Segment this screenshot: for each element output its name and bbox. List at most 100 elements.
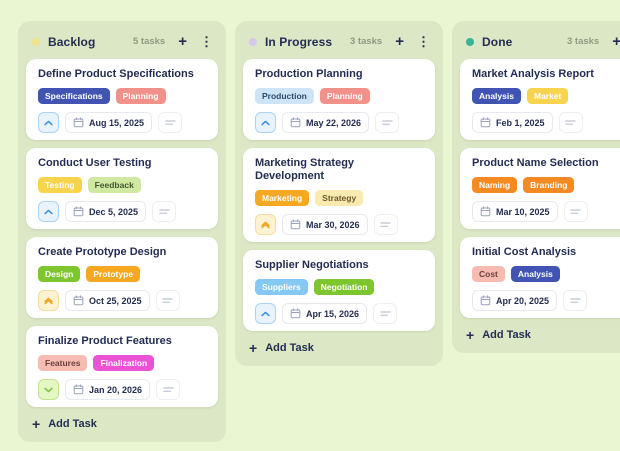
card-title: Marketing Strategy Development [255,157,355,182]
column-task-count: 3 tasks [567,36,600,47]
tag-chip: Negotiation [313,279,375,295]
tag-chip: Design [38,266,81,282]
tag-chip: Prototype [86,266,141,282]
chevron-up-icon [44,297,53,302]
description-button[interactable] [152,201,177,222]
tag-chip: Strategy [315,190,364,206]
task-card[interactable]: Supplier Negotiations Suppliers Negotiati… [243,250,435,331]
due-date-label: May 22, 2026 [306,117,362,128]
tag-chip: Finalization [93,355,155,371]
plus-icon: + [466,327,475,343]
card-meta-row: Aug 15, 2025 [38,112,206,133]
add-card-button[interactable]: + [612,34,620,49]
card-list: Market Analysis Report Analysis Market Fe… [460,59,620,318]
due-date-chip[interactable]: Oct 25, 2025 [65,290,150,311]
status-dot-icon [466,37,474,46]
due-date-chip[interactable]: Aug 15, 2025 [65,112,153,133]
tag-chip: Marketing [255,190,310,206]
due-date-chip[interactable]: Mar 10, 2025 [472,201,558,222]
description-lines-icon [162,387,174,393]
priority-button[interactable] [38,112,59,133]
due-date-chip[interactable]: Apr 15, 2026 [282,303,368,324]
priority-button[interactable] [255,214,276,235]
add-task-button[interactable]: + Add Task [26,407,218,434]
description-button[interactable] [375,112,400,133]
task-card[interactable]: Finalize Product Features Features Finali… [26,326,218,407]
description-button[interactable] [373,214,398,235]
description-button[interactable] [156,379,181,400]
column-task-count: 5 tasks [133,36,166,47]
description-button[interactable] [158,112,183,133]
column-menu-button[interactable]: ⋮ [200,35,213,48]
column-title: Backlog [48,34,96,49]
card-meta-row: Feb 1, 2025 [472,112,620,133]
add-task-label: Add Task [48,418,97,430]
priority-button[interactable] [255,112,276,133]
due-date-chip[interactable]: Apr 20, 2025 [472,290,558,311]
description-button[interactable] [558,112,583,133]
description-lines-icon [380,222,391,228]
plus-icon: + [395,33,404,50]
add-card-button[interactable]: + [395,34,404,49]
priority-button[interactable] [255,303,276,324]
tag-list: Features Finalization [38,355,206,371]
description-button[interactable] [563,290,588,311]
task-card[interactable]: Conduct User Testing Testing Feedback Dec… [26,148,218,229]
description-button[interactable] [563,201,588,222]
column-header: Backlog 5 tasks + ⋮ [26,29,218,59]
due-date-label: Jan 20, 2026 [89,384,143,395]
priority-button[interactable] [38,379,59,400]
tag-chip: Analysis [510,266,560,282]
description-lines-icon [158,209,170,215]
column-header: Done 3 tasks + ⋮ [460,29,620,59]
due-date-chip[interactable]: Dec 5, 2025 [65,201,147,222]
due-date-chip[interactable]: May 22, 2026 [282,112,370,133]
card-meta-row: May 22, 2026 [255,112,423,133]
chevron-up-icon [261,311,270,316]
due-date-label: Aug 15, 2025 [89,117,145,128]
task-card[interactable]: Product Name Selection Naming Branding Ma… [460,148,620,229]
card-title: Define Product Specifications [38,68,194,80]
tag-list: Cost Analysis [472,266,620,282]
description-button[interactable] [155,290,180,311]
due-date-chip[interactable]: Jan 20, 2026 [65,379,151,400]
task-card[interactable]: Market Analysis Report Analysis Market Fe… [460,59,620,140]
card-title: Supplier Negotiations [255,259,369,271]
calendar-icon [73,117,84,128]
add-task-label: Add Task [482,329,531,341]
add-task-button[interactable]: + Add Task [460,318,620,345]
task-card[interactable]: Initial Cost Analysis Cost Analysis Apr 2… [460,237,620,318]
calendar-icon [290,308,301,319]
card-title: Conduct User Testing [38,157,152,169]
task-card[interactable]: Create Prototype Design Design Prototype … [26,237,218,318]
tag-chip: Feedback [87,177,141,193]
priority-button[interactable] [38,290,59,311]
task-card[interactable]: Marketing Strategy Development Marketing… [243,148,435,242]
column-menu-button[interactable]: ⋮ [417,35,430,48]
card-meta-row: Dec 5, 2025 [38,201,206,222]
chevron-up-icon [44,387,53,392]
tag-chip: Testing [38,177,82,193]
card-list: Production Planning Production Planning M… [243,59,435,331]
add-card-button[interactable]: + [178,34,187,49]
card-meta-row: Apr 20, 2025 [472,290,620,311]
add-task-button[interactable]: + Add Task [243,331,435,358]
card-meta-row: Mar 30, 2026 [255,214,423,235]
description-lines-icon [565,120,576,126]
tag-chip: Features [38,355,88,371]
card-meta-row: Jan 20, 2026 [38,379,206,400]
tag-chip: Market [526,88,569,104]
due-date-chip[interactable]: Feb 1, 2025 [472,112,553,133]
description-button[interactable] [373,303,398,324]
add-task-label: Add Task [265,342,314,354]
priority-button[interactable] [38,201,59,222]
task-card[interactable]: Production Planning Production Planning M… [243,59,435,140]
calendar-icon [480,206,491,217]
plus-icon: + [249,340,258,356]
task-card[interactable]: Define Product Specifications Specificat… [26,59,218,140]
tag-chip: Specifications [38,88,110,104]
column-title: Done [482,34,513,49]
due-date-chip[interactable]: Mar 30, 2026 [282,214,368,235]
card-title: Production Planning [255,68,363,80]
